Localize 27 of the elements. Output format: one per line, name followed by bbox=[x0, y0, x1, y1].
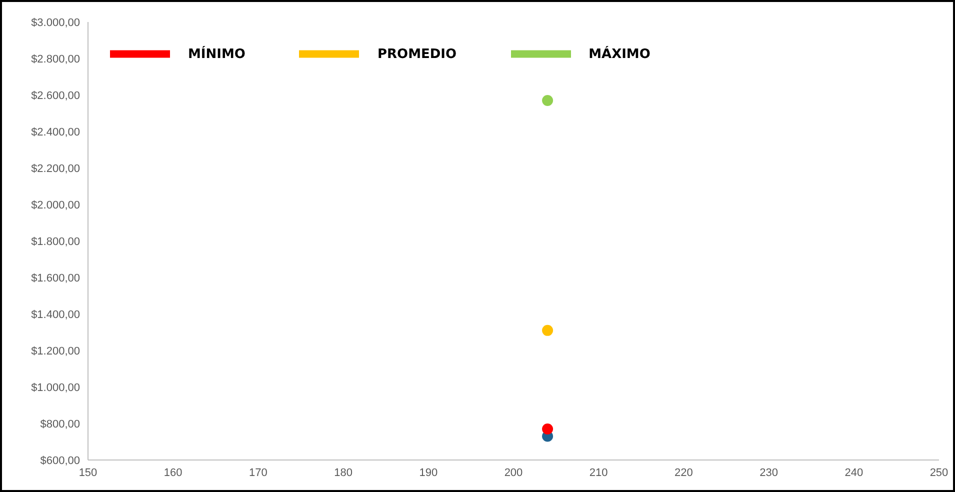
y-tick-label: $1.600,00 bbox=[31, 272, 80, 284]
x-tick-label: 200 bbox=[504, 466, 523, 479]
y-tick-label: $1.800,00 bbox=[31, 236, 80, 248]
x-tick-label: 250 bbox=[930, 466, 948, 479]
legend-label: PROMEDIO bbox=[377, 47, 457, 62]
y-tick-label: $800,00 bbox=[40, 418, 80, 430]
y-tick-label: $1.000,00 bbox=[31, 382, 80, 394]
y-tick-label: $2.200,00 bbox=[31, 162, 80, 175]
legend-label: MÍNIMO bbox=[188, 47, 246, 62]
x-tick-label: 170 bbox=[249, 466, 268, 479]
legend-label: MÁXIMO bbox=[588, 47, 650, 62]
y-tick-label: $2.800,00 bbox=[31, 53, 80, 66]
x-tick-label: 180 bbox=[334, 466, 352, 479]
y-tick-label: $1.200,00 bbox=[31, 345, 80, 358]
y-tick-label: $3.000,00 bbox=[31, 16, 80, 29]
x-tick-label: 240 bbox=[844, 466, 864, 479]
x-tick-label: 160 bbox=[164, 466, 182, 479]
y-tick-label: $600,00 bbox=[40, 454, 80, 467]
y-tick-label: $2.600,00 bbox=[31, 90, 80, 102]
x-tick-label: 150 bbox=[78, 466, 98, 479]
x-tick-label: 190 bbox=[419, 466, 438, 479]
x-tick-label: 230 bbox=[760, 466, 778, 479]
y-tick-label: $1.400,00 bbox=[31, 308, 80, 321]
y-tick-label: $2.400,00 bbox=[31, 126, 80, 138]
x-tick-label: 220 bbox=[674, 466, 693, 479]
x-tick-label: 210 bbox=[589, 466, 608, 479]
y-tick-label: $2.000,00 bbox=[31, 199, 80, 212]
